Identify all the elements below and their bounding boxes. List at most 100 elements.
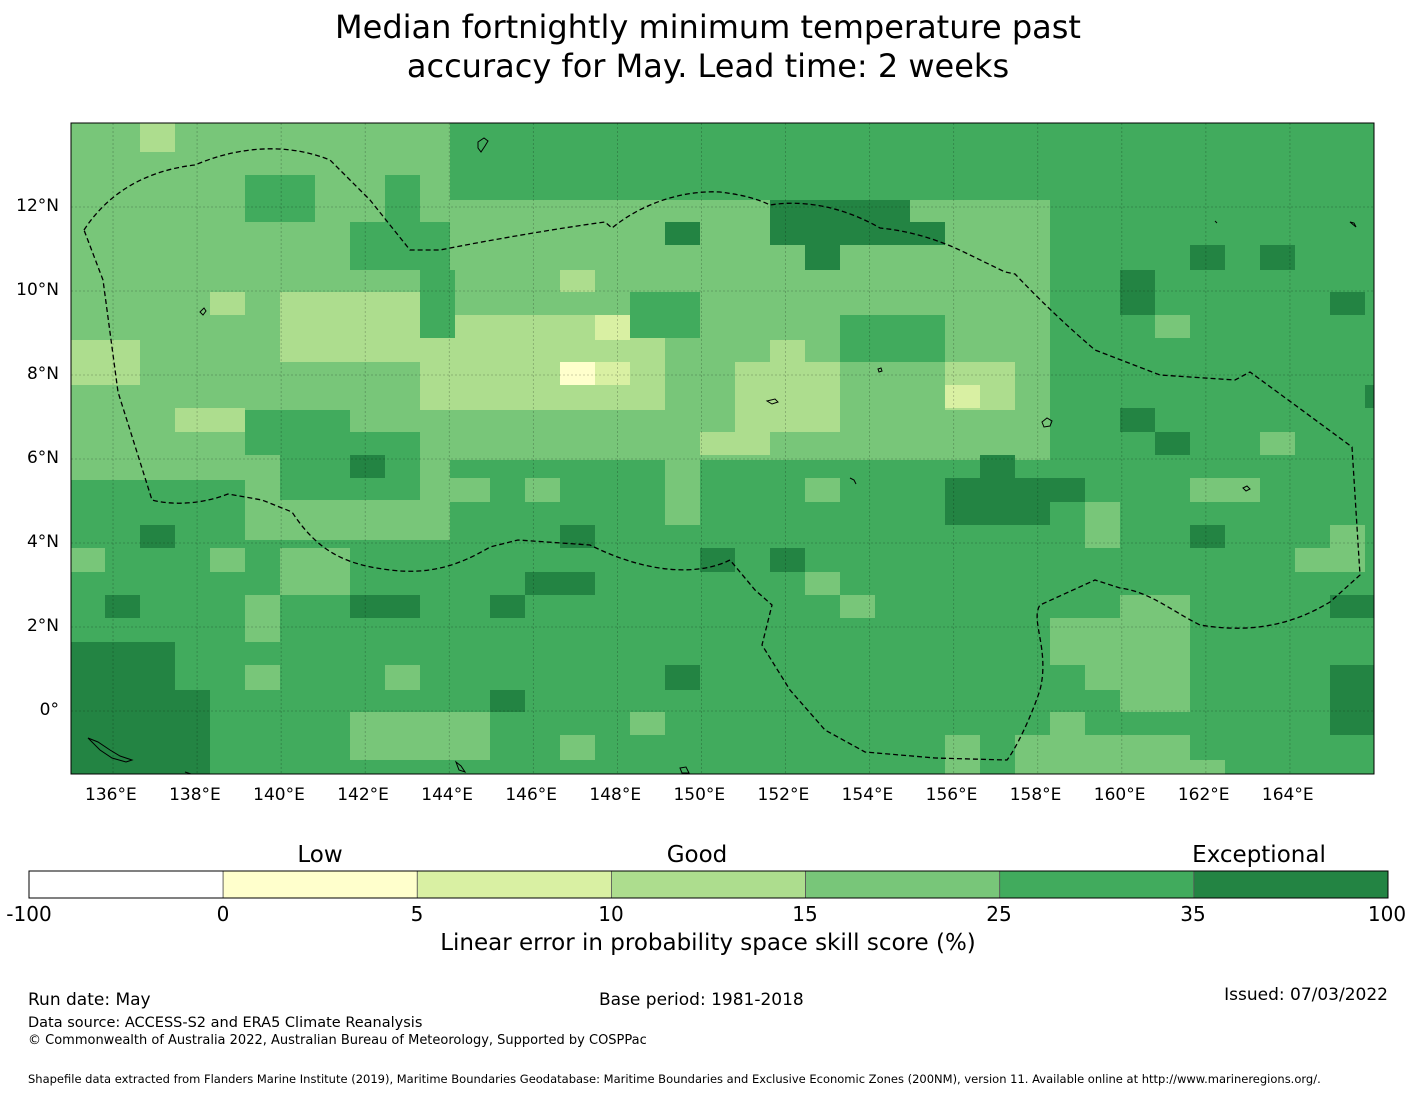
colorbar-swatch <box>1193 870 1389 899</box>
grid-cell <box>280 548 350 595</box>
grid-cell <box>245 175 315 222</box>
grid-cell <box>980 338 1050 362</box>
grid-cell <box>805 572 840 595</box>
grid-cell <box>525 572 595 595</box>
grid-cell <box>630 712 665 735</box>
colorbar-tick: 100 <box>1367 902 1407 926</box>
colorbar-label: Linear error in probability space skill … <box>440 930 976 956</box>
grid-cell <box>1155 432 1190 455</box>
grid-cell <box>770 340 805 362</box>
graticule <box>71 123 1374 774</box>
colorbar-swatch <box>222 870 418 899</box>
grid-cell <box>735 200 770 222</box>
grid-cell <box>71 340 140 385</box>
grid-cell <box>1085 665 1120 690</box>
grid-cell <box>175 690 210 774</box>
colorbar-tick: 15 <box>792 902 818 926</box>
grid-cell <box>525 478 560 502</box>
grid-cell <box>350 222 450 270</box>
grid-cell <box>175 408 245 432</box>
grid-cell <box>1190 478 1260 502</box>
longitude-label: 148°E <box>589 785 642 805</box>
colorbar-swatch <box>416 870 612 899</box>
grid-cell <box>1330 665 1374 735</box>
latitude-label: 6°N <box>26 448 59 468</box>
map-panel <box>70 122 1375 775</box>
grid-cell <box>980 455 1015 478</box>
grid-cell <box>910 200 945 222</box>
longitude-label: 154°E <box>841 785 894 805</box>
longitude-label: 156°E <box>925 785 978 805</box>
colorbar-tick: 0 <box>216 902 230 926</box>
grid-cell <box>385 665 420 690</box>
grid-cell <box>770 548 805 572</box>
grid-cell <box>1330 595 1374 618</box>
grid-cell <box>560 270 595 292</box>
colorbar-category-exceptional: Exceptional <box>1192 842 1326 868</box>
longitude-label: 138°E <box>169 785 221 805</box>
colorbar-swatch <box>611 870 806 899</box>
grid-cell <box>1120 595 1190 712</box>
grid-cell <box>420 270 455 338</box>
grid-cell <box>1050 712 1085 735</box>
colorbar-tick: 25 <box>986 902 1012 926</box>
grid-cell <box>665 222 700 245</box>
longitude-label: 146°E <box>505 785 558 805</box>
colorbar-swatch <box>999 870 1195 899</box>
grid-cell <box>71 642 175 774</box>
grid-cell <box>420 478 490 502</box>
grid-cell <box>1295 548 1365 572</box>
longitude-label: 152°E <box>757 785 810 805</box>
map-frame <box>70 122 1375 775</box>
grid-cell <box>805 478 840 502</box>
grid-cell <box>1330 292 1365 315</box>
grid-cell <box>105 595 140 618</box>
grid-cell <box>630 292 700 338</box>
longitude-label: 150°E <box>673 785 726 805</box>
grid-cell <box>140 123 175 152</box>
grid-cell <box>1260 432 1295 455</box>
longitude-label: 164°E <box>1261 785 1314 805</box>
grid-cell <box>1050 478 1085 502</box>
colorbar-tick: 10 <box>598 902 624 926</box>
grid-cell <box>805 245 840 270</box>
grid-cell <box>71 548 105 572</box>
longitude-label: 158°E <box>1009 785 1062 805</box>
colorbar <box>28 870 1389 899</box>
map-title-line-2: accuracy for May. Lead time: 2 weeks <box>406 47 1010 85</box>
grid-cell <box>280 292 420 362</box>
latitude-label: 4°N <box>26 532 59 552</box>
data-source: Data source: ACCESS-S2 and ERA5 Climate … <box>28 1015 423 1031</box>
latitude-label: 0° <box>39 700 59 720</box>
colorbar-swatch <box>28 870 224 899</box>
grid-cell <box>700 432 770 455</box>
longitude-label: 140°E <box>253 785 305 805</box>
grid-cell <box>1120 408 1155 432</box>
base-period: Base period: 1981-2018 <box>599 990 804 1010</box>
run-date: Run date: May <box>28 990 151 1010</box>
grid-cell <box>560 525 595 548</box>
grid-cell <box>490 595 525 618</box>
grid-cell <box>1330 525 1365 548</box>
issued-date: Issued: 07/03/2022 <box>1224 985 1388 1005</box>
island-outlines <box>87 137 1357 774</box>
grid-cell <box>350 455 385 478</box>
grid-cell <box>210 292 245 315</box>
grid-cell <box>665 455 700 525</box>
grid-cell <box>945 385 980 408</box>
grid-cell <box>1365 385 1374 408</box>
grid-cell <box>490 690 525 712</box>
grid-cell <box>210 548 245 572</box>
longitude-label: 144°E <box>421 785 473 805</box>
grid-cell <box>245 595 280 642</box>
grid-cell <box>560 362 595 385</box>
grid-cell <box>945 478 1050 525</box>
colorbar-category-low: Low <box>297 842 343 868</box>
grid-cell <box>735 362 840 432</box>
grid-cell <box>525 207 560 222</box>
map-title-line-1: Median fortnightly minimum temperature p… <box>335 8 1081 46</box>
colorbar-tick: 5 <box>410 902 424 926</box>
grid-cell <box>1190 245 1225 270</box>
grid-cell <box>1260 245 1295 270</box>
latitude-label: 8°N <box>26 364 59 384</box>
